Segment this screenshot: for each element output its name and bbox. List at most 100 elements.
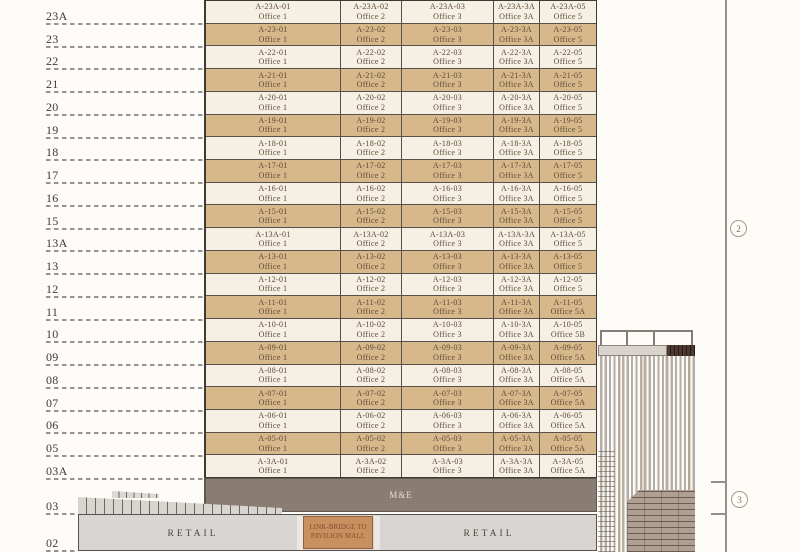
floor-row: A-18-01 Office 1 A-18-02 Office 2 A-18-03 Off… [206,136,596,160]
unit-code: A-22-02 [356,47,386,57]
unit-code: A-23-05 [553,25,583,35]
dimension-tick-lower [711,513,726,515]
unit-code: A-23A-03 [429,2,466,12]
unit-office: Office 3A [499,148,534,158]
floor-axis-label: 02 [46,536,59,550]
unit-office: Office 3 [433,216,462,226]
unit-cell: A-18-02 Office 2 [341,137,402,160]
tower-roof-post [600,330,602,345]
floor-axis-label: 23 [46,32,59,46]
tower-crown [598,345,667,356]
tower-roof-post [653,330,655,345]
unit-code: A-16-3A [501,184,532,194]
unit-cell: A-15-05 Office 5 [540,205,596,227]
tower-elevation [598,330,695,552]
unit-code: A-18-05 [553,138,583,148]
unit-code: A-15-02 [356,206,386,216]
unit-code: A-19-01 [258,115,288,125]
unit-code: A-06-01 [258,411,288,421]
unit-code: A-12-02 [356,274,386,284]
floor-row: A-10-01 Office 1 A-10-02 Office 2 A-10-03 Off… [206,318,596,341]
unit-cell: A-12-01 Office 1 [206,273,341,296]
unit-code: A-23A-05 [550,2,586,12]
unit-office: Office 2 [356,398,386,408]
unit-code: A-17-03 [432,161,463,171]
unit-code: A-15-01 [258,206,288,216]
unit-code: A-16-03 [432,184,463,194]
unit-cell: A-05-02 Office 2 [341,432,402,455]
unit-code: A-08-03 [432,365,463,375]
unit-office: Office 3A [499,125,534,135]
unit-cell: A-09-3A Office 3A [494,341,540,364]
unit-office: Office 1 [258,34,288,44]
unit-code: A-13-03 [432,252,463,262]
unit-code: A-13A-01 [255,229,291,239]
unit-cell: A-13A-3A Office 3A [494,228,540,250]
unit-cell: A-18-05 Office 5 [540,137,596,159]
unit-cell: A-13-02 Office 2 [341,250,402,273]
floor-axis-line [46,114,204,116]
unit-code: A-10-05 [553,320,583,330]
unit-code: A-21-05 [553,70,583,80]
floor-axis-label: 23A [46,9,68,23]
unit-office: Office 5 [553,193,583,203]
unit-code: A-23-01 [258,25,288,35]
floor-row: A-08-01 Office 1 A-08-02 Office 2 A-08-03 Off… [206,363,596,387]
unit-cell: A-12-03 Office 3 [402,273,494,296]
unit-cell: A-23A-3A Office 3A [494,1,540,23]
unit-cell: A-23-05 Office 5 [540,24,596,46]
unit-cell: A-22-01 Office 1 [206,46,341,69]
floor-row: A-21-01 Office 1 A-21-02 Office 2 A-21-03 Off… [206,68,596,91]
unit-office: Office 3A [499,307,534,317]
unit-office: Office 5A [550,443,586,453]
unit-cell: A-05-01 Office 1 [206,432,341,455]
unit-office: Office 1 [258,466,288,476]
unit-office: Office 2 [356,170,386,180]
unit-office: Office 1 [258,284,288,294]
unit-code: A-17-3A [501,161,532,171]
unit-office: Office 2 [356,466,386,476]
unit-code: A-10-3A [501,320,532,330]
unit-code: A-20-02 [356,93,386,103]
unit-cell: A-3A-02 Office 2 [341,455,402,478]
unit-code: A-3A-03 [432,456,463,466]
unit-office: Office 1 [258,80,288,90]
floor-row: A-16-01 Office 1 A-16-02 Office 2 A-16-03 Off… [206,181,596,205]
unit-code: A-09-3A [501,343,532,353]
unit-office: Office 5 [553,148,583,158]
unit-office: Office 1 [258,57,288,67]
unit-office: Office 2 [356,239,386,249]
floor-row: A-09-01 Office 1 A-09-02 Office 2 A-09-03 Off… [206,340,596,364]
floor-axis-label: 06 [46,418,59,432]
unit-code: A-09-05 [553,343,583,353]
unit-office: Office 2 [356,329,386,339]
unit-office: Office 1 [258,11,288,21]
unit-office: Office 3 [433,193,462,203]
unit-cell: A-19-02 Office 2 [341,114,402,137]
floor-axis-label: 12 [46,282,59,296]
unit-cell: A-21-03 Office 3 [402,69,494,91]
unit-office: Office 3A [499,80,534,90]
unit-office: Office 3 [433,398,462,408]
tower-crown-dark-panels [667,345,695,356]
unit-office: Office 1 [258,148,288,158]
unit-code: A-11-01 [258,297,288,307]
unit-code: A-09-03 [432,343,463,353]
tower-roof-post [691,330,693,345]
floor-axis-line [46,205,204,207]
unit-code: A-3A-05 [552,456,584,466]
floor-row: A-12-01 Office 1 A-12-02 Office 2 A-12-03 Off… [206,272,596,296]
unit-code: A-19-03 [432,115,463,125]
unit-office: Office 2 [356,80,386,90]
unit-code: A-20-03 [432,93,463,103]
unit-cell: A-19-01 Office 1 [206,114,341,137]
link-bridge-label-line1: LINK-BRIDGE TO [309,524,367,531]
unit-code: A-11-03 [433,297,462,307]
unit-code: A-06-05 [553,411,583,421]
unit-code: A-11-05 [553,297,583,307]
unit-code: A-23A-02 [353,2,389,12]
floor-row: A-23-01 Office 1 A-23-02 Office 2 A-23-03 Off… [206,22,596,46]
unit-cell: A-05-3A Office 3A [494,432,540,455]
unit-cell: A-07-3A Office 3A [494,387,540,409]
floor-row: A-23A-01 Office 1 A-23A-02 Office 2 A-23A-03… [206,1,596,23]
